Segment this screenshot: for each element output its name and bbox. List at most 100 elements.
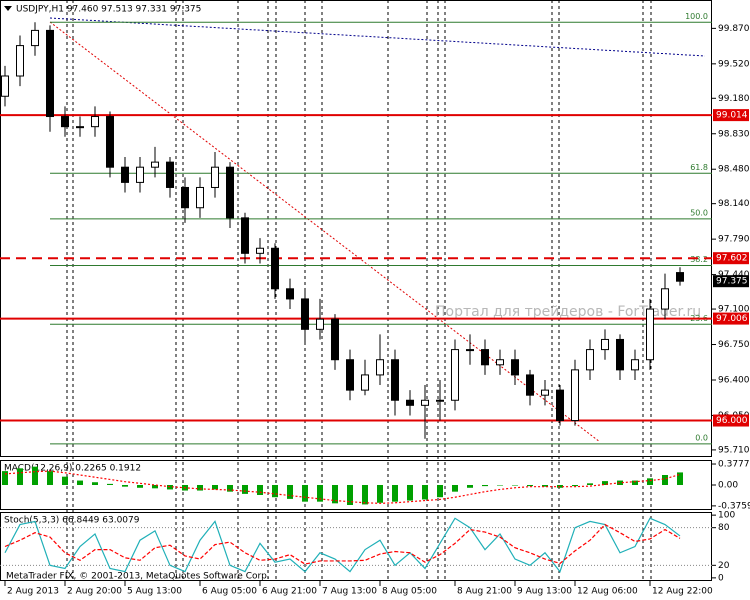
candle-body	[466, 349, 474, 352]
candle-body	[526, 374, 534, 396]
candle-body	[496, 359, 504, 366]
level-tag	[713, 414, 749, 427]
candle-body	[106, 116, 114, 168]
x-tick-label: 6 Aug 05:00	[202, 587, 257, 597]
x-tick-label: 8 Aug 05:00	[382, 587, 437, 597]
candle-body	[286, 288, 294, 300]
macd-bar	[287, 485, 293, 499]
candle-body	[391, 359, 399, 401]
y-tick-label: 98.830	[718, 129, 750, 139]
candle-body	[1, 75, 9, 97]
candle-body	[361, 374, 369, 391]
y-tick-label: 99.180	[718, 94, 750, 104]
session-separators	[66, 0, 652, 581]
macd-bar	[167, 485, 173, 490]
candle-body	[151, 161, 159, 168]
fib-label: 38.2	[690, 255, 708, 264]
panel-frame	[0, 460, 712, 510]
candle-body	[511, 359, 519, 376]
candle-body	[331, 318, 339, 361]
macd-bar	[272, 485, 278, 498]
x-tick-label: 6 Aug 21:00	[262, 587, 317, 597]
macd-bar	[17, 468, 23, 485]
macd-bar	[377, 485, 383, 503]
candle-body	[646, 308, 654, 361]
panel-frame	[0, 512, 712, 581]
macd-bar	[602, 481, 608, 485]
macd-bar	[2, 471, 8, 485]
candle-body	[421, 399, 429, 406]
y-tick-label: 97.790	[718, 235, 750, 245]
macd-bar	[407, 485, 413, 501]
trend-line	[49, 17, 706, 57]
macd-bar	[347, 485, 353, 505]
y-tick-label: 98.480	[718, 165, 750, 175]
candle-body	[226, 166, 234, 219]
x-tick-label: 2 Aug 20:00	[67, 587, 122, 597]
candle-body	[601, 338, 609, 351]
candle-body	[406, 399, 414, 406]
trend-line	[49, 21, 601, 443]
candle-body	[61, 116, 69, 128]
fib-label: 61.8	[690, 163, 708, 172]
macd-bar	[62, 476, 68, 485]
level-tag	[713, 252, 749, 265]
y-tick-label: 0.00	[718, 481, 738, 491]
candle-body	[121, 166, 129, 183]
candle-body	[586, 349, 594, 371]
macd-bar	[467, 485, 473, 488]
x-tick-label: 7 Aug 13:00	[322, 587, 377, 597]
macd-bar	[587, 483, 593, 485]
macd-bar	[647, 478, 653, 485]
macd-bar	[92, 482, 98, 485]
candle-body	[616, 338, 624, 371]
symbol-icon	[4, 6, 12, 11]
level-tag	[713, 312, 749, 325]
candle-body	[211, 166, 219, 188]
x-tick-label: 8 Aug 21:00	[457, 587, 512, 597]
macd-bar	[257, 485, 263, 495]
x-tick-label: 12 Aug 06:00	[577, 587, 638, 597]
candle-body	[571, 369, 579, 422]
y-tick-label: 96.400	[718, 375, 750, 385]
candle-body	[76, 126, 84, 129]
macd-bar	[197, 485, 203, 491]
fib-label: 100.0	[685, 12, 708, 21]
x-tick-label: 5 Aug 13:00	[127, 587, 182, 597]
level-tag-label: 96.000	[716, 416, 748, 426]
candle-body	[181, 186, 189, 209]
y-tick-label: -0.3759	[718, 501, 750, 511]
level-tag-label: 97.602	[716, 254, 748, 264]
y-tick-label: 97.100	[718, 305, 750, 315]
candle-body	[196, 186, 204, 209]
y-tick-label: 97.440	[718, 270, 750, 280]
macd-bar	[662, 475, 668, 485]
indicator-title: MACD(12,26,9) 0.2265 0.1912	[4, 464, 141, 474]
macd-bar	[497, 485, 503, 486]
macd-bar	[392, 485, 398, 502]
candle-body	[676, 272, 684, 282]
macd-bar	[617, 480, 623, 485]
candle-body	[631, 359, 639, 371]
candle-body	[436, 399, 444, 402]
y-tick-label: 80	[718, 523, 730, 533]
macd-bar	[452, 485, 458, 492]
macd-bar	[677, 472, 683, 485]
candle-body	[256, 247, 264, 254]
indicator-line	[4, 517, 681, 573]
candle-body	[271, 247, 279, 290]
y-tick-label: 98.140	[718, 199, 750, 209]
current-price-label: 97.375	[716, 277, 748, 287]
macd-bar	[122, 485, 128, 487]
macd-bar	[362, 485, 368, 505]
x-tick-label: 12 Aug 22:00	[652, 587, 713, 597]
x-tick-label: 2 Aug 2013	[7, 587, 59, 597]
candle-body	[136, 166, 144, 183]
candle-body	[241, 217, 249, 254]
watermark: Портал для трейдеров - ForTrader.ru	[435, 304, 701, 320]
macd-bar	[422, 485, 428, 500]
y-tick-label: 100	[718, 511, 735, 521]
copyright: MetaTrader FIX, © 2001-2013, MetaQuotes …	[6, 572, 270, 582]
indicator-title: Stoch(5,3,3) 66.8449 63.0079	[4, 516, 140, 526]
